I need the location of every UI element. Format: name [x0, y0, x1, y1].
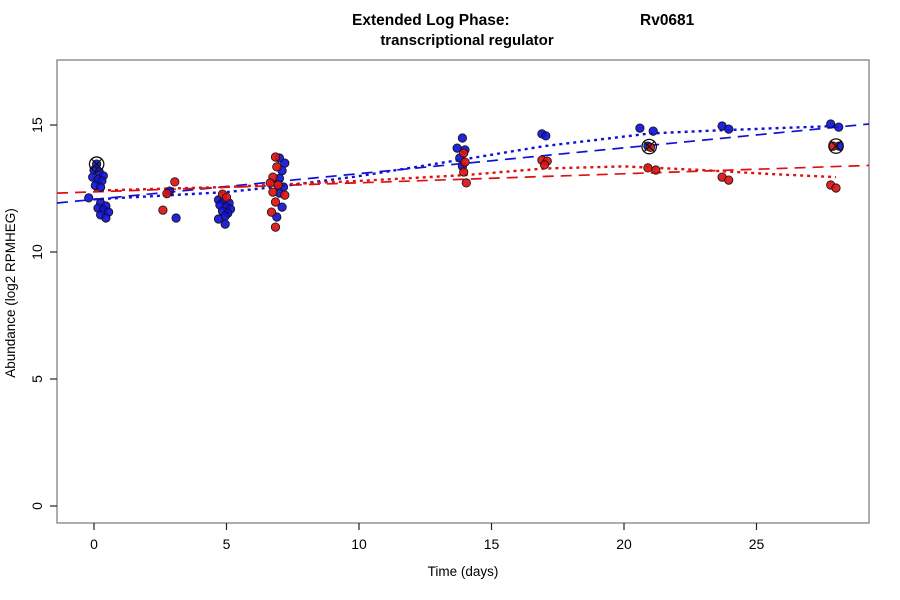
blue-data-point	[171, 213, 181, 223]
blue-data-point	[213, 214, 224, 224]
outlier-x-stroke	[90, 158, 103, 170]
y-tick-label: 10	[29, 244, 45, 260]
red-data-point	[266, 207, 277, 217]
plot-layer: 0 5 10 15 20 25 0 5 10 15	[29, 59, 870, 552]
red-data-point	[158, 205, 168, 215]
blue-data-point	[834, 122, 844, 132]
circled-outlier-marker	[828, 138, 844, 154]
blue-data-point	[101, 213, 111, 223]
blue-data-point	[457, 133, 467, 143]
blue-data-point	[541, 131, 551, 141]
blue-data-point	[648, 126, 658, 136]
red-data-point	[273, 180, 283, 190]
x-tick-label: 10	[351, 536, 367, 552]
outlier-x-stroke	[643, 140, 655, 153]
plot-box	[56, 59, 870, 524]
red-data-point	[162, 189, 172, 199]
blue-data-point	[826, 119, 836, 129]
blue-data-point	[280, 158, 290, 168]
red-data-point	[270, 197, 281, 207]
red-data-point	[539, 160, 550, 170]
red-data-point	[268, 187, 278, 197]
red-data-point	[270, 152, 281, 162]
red-data-point	[170, 177, 180, 187]
red-data-point	[265, 178, 275, 188]
blue-dashed-linear-fit	[56, 123, 870, 204]
red-data-point	[270, 222, 281, 232]
x-tick-label: 0	[90, 536, 98, 552]
red-data-point	[831, 183, 841, 193]
blue-data-point	[277, 202, 287, 212]
blue-data-point	[635, 123, 645, 133]
blue-data-point	[96, 182, 106, 192]
red-data-point	[459, 167, 469, 177]
red-data-point	[724, 175, 734, 185]
blue-data-point	[220, 219, 230, 229]
blue-data-point	[84, 193, 94, 203]
circled-outlier-marker	[88, 156, 105, 172]
y-tick-label: 15	[29, 117, 45, 133]
x-tick-label: 15	[484, 536, 500, 552]
x-tick-label: 20	[616, 536, 632, 552]
chart-title-gene: Rv0681	[640, 12, 695, 29]
blue-data-point	[724, 124, 734, 134]
y-axis-label: Abundance (log2 RPMHEG)	[3, 208, 18, 378]
x-axis-label: Time (days)	[428, 564, 499, 579]
x-tick-label: 5	[223, 536, 231, 552]
outlier-x-stroke	[830, 140, 842, 152]
red-data-point	[280, 190, 290, 200]
x-tick-label: 25	[749, 536, 765, 552]
red-data-point	[643, 163, 653, 173]
chart-title-left: Extended Log Phase:	[352, 12, 510, 29]
y-tick-label: 5	[29, 375, 45, 383]
red-data-point	[460, 157, 470, 167]
red-data-point	[651, 165, 661, 175]
red-data-point	[459, 148, 469, 158]
circled-outlier-marker	[641, 138, 658, 155]
red-data-point	[461, 178, 471, 188]
y-tick-label: 0	[29, 502, 45, 510]
red-data-point	[221, 192, 232, 202]
red-data-point	[272, 162, 282, 172]
chart-subtitle: transcriptional regulator	[380, 32, 554, 49]
